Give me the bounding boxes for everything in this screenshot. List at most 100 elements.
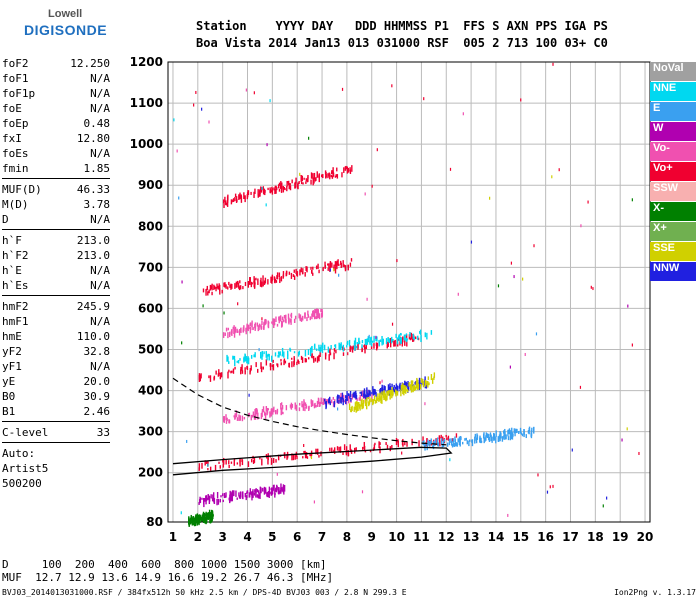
echo-point — [233, 330, 236, 338]
echo-point — [278, 352, 280, 358]
echo-point — [373, 395, 376, 401]
echo-point — [294, 182, 296, 189]
echo-point — [406, 442, 408, 447]
noise-point — [457, 292, 459, 296]
echo-point — [289, 348, 292, 352]
echo-point — [254, 188, 256, 194]
echo-point — [354, 402, 357, 407]
echo-point — [289, 318, 292, 323]
echo-point — [304, 358, 307, 363]
param-value: 245.9 — [76, 300, 110, 313]
echo-point — [243, 192, 245, 200]
echo-point — [225, 414, 227, 421]
echo-point — [361, 344, 363, 349]
echo-point — [201, 462, 203, 469]
echo-point — [510, 432, 512, 436]
echo-point — [238, 329, 241, 336]
param-label: foF1p — [2, 87, 36, 100]
echo-point — [363, 441, 366, 449]
echo-point — [361, 398, 363, 406]
echo-point — [218, 369, 220, 374]
echo-point — [205, 496, 207, 500]
echo-point — [361, 403, 363, 410]
noise-point — [580, 224, 582, 228]
echo-point — [222, 463, 225, 468]
echo-point — [306, 266, 308, 273]
echo-point — [345, 450, 348, 455]
echo-point — [397, 338, 400, 341]
echo-point — [245, 327, 247, 333]
noise-point — [201, 107, 203, 111]
echo-point — [354, 343, 356, 348]
echo-point — [214, 285, 216, 290]
legend-item: Vo+ — [650, 162, 696, 181]
noise-point — [253, 91, 255, 95]
echo-point — [251, 493, 253, 501]
echo-point — [207, 513, 210, 520]
param-row: yF2 32.8 — [2, 344, 110, 359]
echo-point — [513, 428, 515, 434]
echo-point — [267, 321, 270, 325]
echo-point — [227, 194, 229, 201]
echo-point — [272, 359, 274, 363]
echo-point — [411, 380, 414, 386]
echo-point — [392, 387, 395, 392]
echo-point — [188, 516, 190, 522]
noise-point — [602, 504, 604, 508]
echo-point — [346, 345, 348, 348]
echo-point — [222, 199, 225, 204]
echo-point — [257, 189, 259, 196]
echo-point — [409, 331, 411, 337]
echo-point — [334, 266, 337, 274]
echo-point — [235, 281, 238, 288]
echo-point — [312, 178, 314, 186]
echo-point — [394, 386, 397, 391]
echo-point — [357, 343, 359, 350]
echo-point — [298, 407, 301, 412]
echo-point — [378, 441, 380, 449]
echo-point — [236, 328, 238, 333]
echo-point — [263, 486, 266, 491]
echo-point — [387, 341, 389, 347]
echo-point — [354, 406, 356, 409]
echo-point — [202, 515, 205, 521]
echo-point — [239, 491, 242, 498]
echo-point — [275, 459, 277, 463]
echo-point — [272, 318, 274, 325]
echo-point — [394, 339, 396, 347]
echo-point — [228, 419, 230, 424]
header-table: Station YYYY DAY DDD HHMMSS P1 FFS S AXN… — [196, 18, 608, 52]
y-tick-label: 700 — [138, 260, 163, 274]
echo-point — [329, 401, 331, 406]
echo-point — [194, 516, 197, 524]
param-value: N/A — [90, 87, 110, 100]
echo-point — [241, 491, 244, 499]
echo-point — [353, 392, 356, 398]
echo-point — [359, 394, 361, 401]
echo-point — [455, 433, 458, 438]
echo-point — [324, 401, 326, 404]
echo-point — [476, 437, 479, 440]
echo-point — [427, 439, 429, 447]
echo-point — [405, 337, 408, 343]
echo-point — [288, 271, 291, 275]
echo-point — [390, 390, 392, 395]
echo-point — [327, 173, 329, 179]
echo-point — [240, 196, 243, 203]
echo-point — [294, 315, 297, 320]
echo-point — [255, 488, 257, 494]
echo-point — [515, 428, 517, 434]
echo-point — [272, 366, 274, 370]
echo-point — [213, 375, 216, 380]
echo-point — [266, 456, 268, 459]
echo-point — [375, 396, 378, 404]
echo-point — [266, 407, 269, 414]
echo-point — [372, 393, 375, 396]
echo-point — [471, 439, 474, 447]
noise-point — [546, 490, 549, 494]
echo-point — [219, 500, 221, 503]
noise-point — [489, 196, 491, 200]
echo-point — [416, 384, 419, 390]
echo-point — [312, 272, 314, 276]
echo-point — [279, 317, 281, 321]
